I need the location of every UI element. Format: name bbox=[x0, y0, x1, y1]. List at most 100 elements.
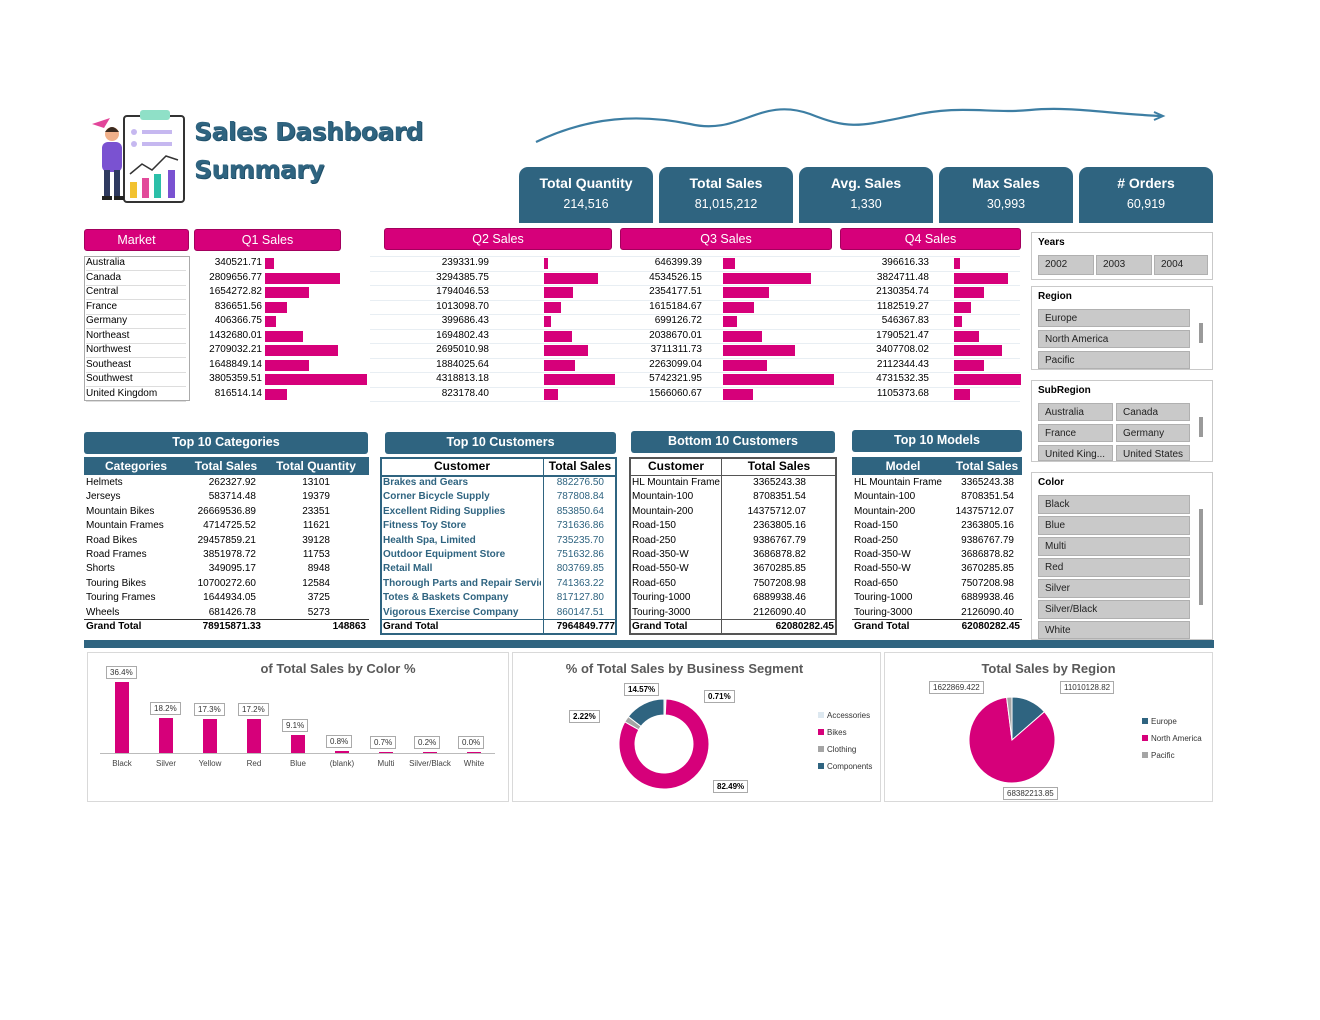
customer-name-link[interactable]: Vigorous Exercise Company bbox=[383, 606, 519, 618]
q4-value-cell: 1182519.27 bbox=[876, 300, 929, 312]
model-name-cell: Road-650 bbox=[854, 577, 898, 589]
color-white-button[interactable]: White bbox=[1038, 621, 1190, 639]
q1-sales-header: Q1 Sales bbox=[194, 229, 341, 251]
q3-data-bar bbox=[723, 330, 763, 342]
color-chart-tick-label: Blue bbox=[289, 759, 306, 768]
q4-value-cell: 2112344.43 bbox=[876, 358, 929, 370]
category-quantity-cell: 13101 bbox=[302, 477, 330, 488]
color-chart-bar bbox=[247, 719, 261, 753]
year-2003-button[interactable]: 2003 bbox=[1096, 255, 1152, 275]
customer-name-link[interactable]: Brakes and Gears bbox=[383, 477, 469, 488]
model-name-cell: Road-250 bbox=[854, 534, 898, 546]
q3-data-bar bbox=[723, 258, 736, 269]
row-separator bbox=[370, 401, 1020, 402]
q3-sales-header: Q3 Sales bbox=[620, 228, 832, 250]
q2-data-bar bbox=[544, 272, 599, 284]
customer-name-link[interactable]: Fitness Toy Store bbox=[383, 520, 467, 532]
section-divider bbox=[84, 640, 1214, 648]
color-chart-bar bbox=[335, 751, 349, 753]
dashboard-subtitle: Summary bbox=[194, 155, 324, 184]
q2-data-bar bbox=[544, 287, 574, 298]
q3-value-cell: 4534526.15 bbox=[649, 271, 702, 283]
total-sales-col-header: Total Sales bbox=[747, 459, 811, 473]
q3-value-cell: 3711311.73 bbox=[650, 344, 702, 355]
subregion-united-states-button[interactable]: United States bbox=[1116, 445, 1190, 461]
top-categories-title: Top 10 Categories bbox=[84, 432, 368, 454]
color-silver-button[interactable]: Silver bbox=[1038, 579, 1190, 598]
category-name-cell: Shorts bbox=[86, 563, 115, 575]
customer-name-link[interactable]: Totes & Baskets Company bbox=[383, 592, 509, 604]
legend-swatch bbox=[818, 746, 824, 752]
q1-data-bar bbox=[265, 301, 288, 313]
q1-data-bar bbox=[265, 316, 276, 327]
color-multi-button[interactable]: Multi bbox=[1038, 537, 1190, 556]
kpi-label: Total Quantity bbox=[539, 175, 633, 191]
subregion-canada-button[interactable]: Canada bbox=[1116, 403, 1190, 421]
subregion-united-kingdom-button[interactable]: United King... bbox=[1038, 445, 1113, 461]
color-chart-tick-label: Silver bbox=[155, 759, 176, 768]
subregion-germany-button[interactable]: Germany bbox=[1116, 424, 1190, 442]
segment-legend-item: Bikes bbox=[818, 728, 847, 737]
customer-name-link[interactable]: Corner Bicycle Supply bbox=[383, 491, 490, 503]
customer-col-header: Customer bbox=[433, 459, 490, 473]
bottom-customer-sales-cell: 6889938.46 bbox=[753, 592, 806, 604]
model-name-cell: Mountain-100 bbox=[854, 491, 916, 503]
pie-slice bbox=[968, 696, 1056, 784]
category-sales-cell: 681426.78 bbox=[208, 606, 256, 618]
q3-value-cell: 646399.39 bbox=[654, 257, 702, 268]
customer-sales-cell: 731636.86 bbox=[556, 520, 604, 532]
row-separator bbox=[370, 256, 1020, 257]
bottom-customers-header-line bbox=[629, 475, 837, 476]
customer-name-link[interactable]: Health Spa, Limited bbox=[383, 534, 476, 546]
market-cell: Canada bbox=[86, 271, 186, 286]
customer-name-link[interactable]: Thorough Parts and Repair Services bbox=[383, 577, 541, 589]
pie-slice bbox=[627, 698, 665, 728]
color-black-button[interactable]: Black bbox=[1038, 495, 1190, 514]
q2-data-bar bbox=[544, 374, 615, 385]
segment-sales-chart: % of Total Sales by Business Segment 0.7… bbox=[512, 652, 881, 802]
model-sales-cell: 8708351.54 bbox=[961, 491, 1014, 503]
bottom-customer-sales-cell: 3365243.38 bbox=[753, 477, 806, 488]
bottom-customer-sales-cell: 2363805.16 bbox=[753, 520, 806, 532]
year-2004-button[interactable]: 2004 bbox=[1154, 255, 1208, 275]
region-slicer: Region Europe North America Pacific bbox=[1031, 286, 1213, 370]
customer-name-link[interactable]: Outdoor Equipment Store bbox=[383, 549, 506, 560]
category-sales-cell: 29457859.21 bbox=[197, 534, 256, 546]
category-name-cell: Road Frames bbox=[86, 549, 147, 560]
color-silver-black-button[interactable]: Silver/Black bbox=[1038, 600, 1190, 619]
region-scrollbar[interactable] bbox=[1199, 323, 1203, 343]
region-north-america-button[interactable]: North America bbox=[1038, 330, 1190, 348]
kpi-avg-sales: Avg. Sales 1,330 bbox=[799, 167, 933, 223]
color-chart-data-label: 0.8% bbox=[326, 735, 353, 749]
subregion-france-button[interactable]: France bbox=[1038, 424, 1113, 442]
models-grand-total-value: 62080282.45 bbox=[961, 621, 1020, 632]
subregion-scrollbar[interactable] bbox=[1199, 417, 1203, 437]
q2-data-bar bbox=[544, 388, 558, 400]
bottom-customer-sales-cell: 14375712.07 bbox=[747, 505, 806, 517]
model-sales-cell: 2126090.40 bbox=[961, 606, 1014, 618]
segment-data-label: 82.49% bbox=[713, 780, 749, 793]
q4-data-bar bbox=[954, 258, 960, 269]
legend-swatch bbox=[1142, 718, 1148, 724]
kpi-orders: # Orders 60,919 bbox=[1079, 167, 1213, 223]
customer-name-link[interactable]: Retail Mall bbox=[383, 563, 433, 575]
model-sales-cell: 3670285.85 bbox=[961, 563, 1014, 575]
legend-label: Pacific bbox=[1151, 751, 1175, 760]
category-quantity-cell: 11753 bbox=[302, 549, 330, 560]
q4-data-bar bbox=[954, 330, 980, 342]
region-pacific-button[interactable]: Pacific bbox=[1038, 351, 1190, 369]
color-slicer-title: Color bbox=[1038, 477, 1065, 488]
subregion-australia-button[interactable]: Australia bbox=[1038, 403, 1113, 421]
q4-data-bar bbox=[954, 316, 962, 327]
q1-value-cell: 2709032.21 bbox=[209, 344, 262, 355]
region-sales-chart: Total Sales by Region 11010128.82 6838221… bbox=[884, 652, 1213, 802]
kpi-label: Max Sales bbox=[972, 175, 1040, 191]
color-red-button[interactable]: Red bbox=[1038, 558, 1190, 577]
q4-value-cell: 546367.83 bbox=[881, 315, 929, 326]
year-2002-button[interactable]: 2002 bbox=[1038, 255, 1094, 275]
region-europe-button[interactable]: Europe bbox=[1038, 309, 1190, 327]
color-blue-button[interactable]: Blue bbox=[1038, 516, 1190, 535]
q4-sales-header: Q4 Sales bbox=[840, 228, 1021, 250]
color-scrollbar[interactable] bbox=[1199, 509, 1203, 605]
customer-name-link[interactable]: Excellent Riding Supplies bbox=[383, 505, 506, 517]
